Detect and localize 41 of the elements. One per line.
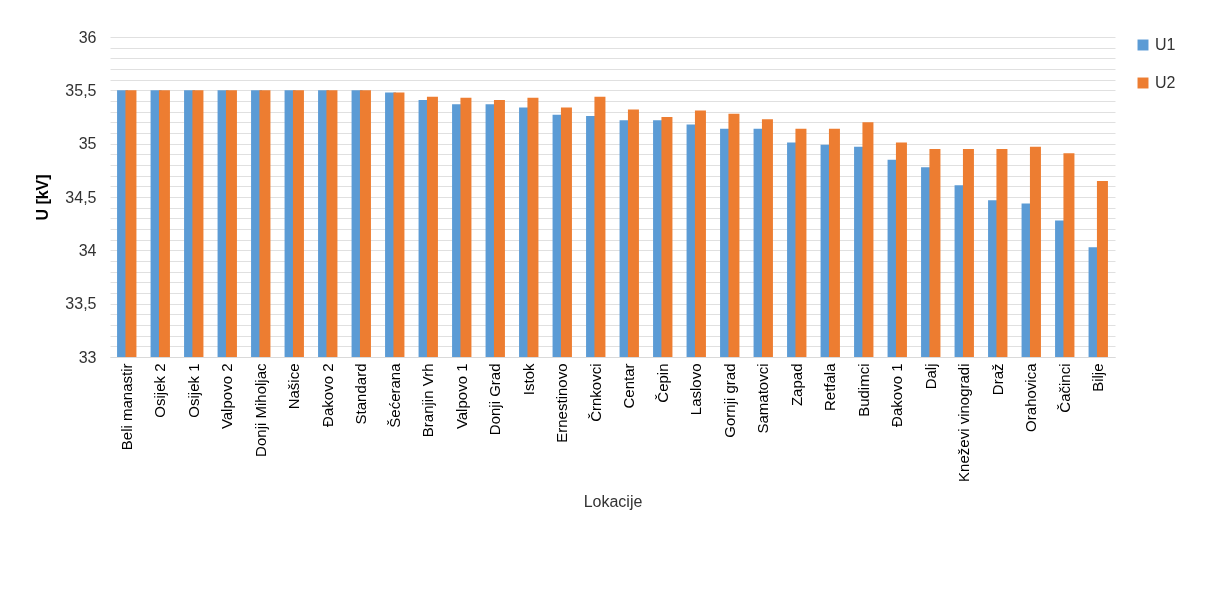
x-tick-label: Šećerana xyxy=(385,362,403,428)
x-tick-label: Draž xyxy=(988,363,1006,396)
legend-label: U2 xyxy=(1155,74,1176,91)
x-tick-label: Đakovo 1 xyxy=(888,363,906,427)
x-tick-label: Čačinci xyxy=(1055,363,1073,413)
x-tick-label: Đakovo 2 xyxy=(318,363,336,427)
x-tick-label: Donji Miholjac xyxy=(251,363,269,457)
x-tick-label: Orahovica xyxy=(1022,362,1040,432)
x-tick-label: Laslovo xyxy=(687,363,705,416)
y-tick-label: 35,5 xyxy=(65,81,97,99)
y-tick-label: 33,5 xyxy=(65,295,97,313)
x-tick-label: Branjin Vrh xyxy=(419,363,437,438)
y-tick-label: 33 xyxy=(78,348,97,366)
x-tick-label: Osijek 2 xyxy=(151,363,169,418)
y-tick-label: 36 xyxy=(78,28,97,46)
x-tick-label: Zapad xyxy=(787,363,805,407)
y-axis-title: U [kV] xyxy=(34,174,52,221)
x-tick-label: Gornji grad xyxy=(720,363,738,438)
x-tick-label: Budimci xyxy=(854,363,872,417)
x-tick-label: Istok xyxy=(519,363,537,396)
x-axis-title: Lokacije xyxy=(583,492,643,510)
x-tick-label: Našice xyxy=(285,363,303,410)
x-tick-label: Beli manastir xyxy=(117,363,135,451)
legend-label: U1 xyxy=(1155,36,1176,53)
x-tick-label: Standard xyxy=(352,363,370,425)
x-tick-label: Bilje xyxy=(1089,363,1107,392)
x-tick-label: Ernestinovo xyxy=(553,363,571,443)
x-tick-label: Donji Grad xyxy=(486,363,504,436)
x-tick-label: Centar xyxy=(620,363,638,409)
x-tick-label: Črnkovci xyxy=(586,363,604,422)
x-tick-label: Valpovo 2 xyxy=(218,363,236,430)
y-tick-label: 35 xyxy=(78,135,97,153)
x-tick-label: Dalj xyxy=(921,363,939,390)
x-tick-label: Samatovci xyxy=(754,363,772,434)
x-tick-label: Čepin xyxy=(653,363,671,403)
x-tick-label: Retfala xyxy=(821,362,839,412)
y-tick-label: 34,5 xyxy=(65,188,97,206)
x-tick-label: Osijek 1 xyxy=(184,363,202,418)
x-tick-label: Kneževi vinogradi xyxy=(955,363,973,482)
x-tick-label: Valpovo 1 xyxy=(452,363,470,430)
y-tick-label: 34 xyxy=(78,241,97,259)
